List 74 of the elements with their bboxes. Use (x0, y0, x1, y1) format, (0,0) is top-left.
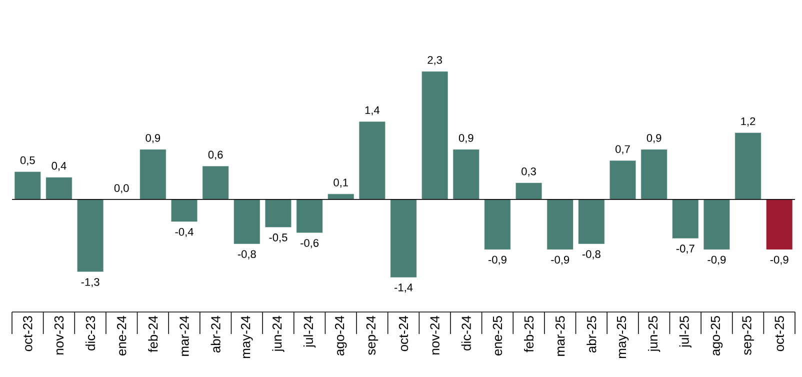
x-tick-label: jul-24 (303, 316, 316, 348)
data-label: -0,5 (269, 234, 288, 243)
bar (766, 199, 793, 250)
x-tick-label: jun-24 (272, 316, 284, 352)
data-label: 0,5 (20, 156, 35, 166)
data-label: 0,4 (52, 162, 66, 172)
data-label: 0,7 (616, 145, 630, 154)
data-label: 0,3 (522, 167, 536, 177)
data-label: -0,7 (676, 244, 694, 254)
bar (672, 199, 699, 239)
bar (703, 199, 730, 250)
data-label: -0,4 (175, 228, 194, 238)
x-tick-label: abr-25 (586, 316, 596, 353)
bar (515, 182, 542, 200)
data-label: 1,4 (365, 106, 380, 116)
bar (609, 160, 636, 200)
x-tick-label: oct-25 (774, 316, 784, 352)
data-label: -0,6 (300, 239, 319, 248)
x-tick-label: nov-23 (54, 316, 64, 354)
bar (234, 199, 260, 244)
x-tick-label: abr-24 (210, 316, 220, 353)
bar (46, 177, 72, 200)
x-tick-label: may-25 (616, 316, 629, 358)
x-tick-label: mar-25 (556, 316, 565, 356)
data-label: -0,9 (488, 256, 506, 265)
bar (358, 121, 386, 200)
bar (422, 71, 448, 200)
data-label: -1,4 (394, 284, 413, 293)
x-tick-label: sep-25 (742, 316, 754, 355)
bar (328, 194, 354, 200)
bar (484, 199, 511, 250)
bar (170, 199, 198, 222)
x-tick-label: ene-25 (492, 316, 502, 356)
data-label: -0,9 (551, 256, 570, 265)
x-tick-label: ene-24 (117, 316, 126, 356)
data-label: 0,9 (146, 134, 160, 144)
x-tick-label: ago-25 (710, 316, 723, 356)
x-tick-label: oct-23 (23, 316, 32, 352)
bar (734, 132, 762, 200)
data-label: 0,9 (458, 134, 474, 144)
x-tick-label: feb-24 (148, 316, 158, 352)
data-label: -1,3 (81, 278, 100, 288)
data-label: 0,0 (114, 184, 129, 194)
x-tick-label: jul-25 (679, 316, 692, 348)
x-tick-label: ago-24 (334, 316, 347, 356)
bar (546, 199, 574, 250)
bar (452, 149, 480, 200)
data-label: -0,8 (582, 250, 600, 260)
data-label: -0,9 (708, 256, 726, 265)
x-tick-label: may-24 (241, 316, 253, 358)
x-tick-label: oct-24 (398, 316, 408, 352)
bar (640, 149, 668, 200)
x-tick-label: dic-23 (86, 316, 96, 350)
data-label: -0,8 (238, 250, 256, 260)
bar (140, 149, 166, 200)
data-label: 0,1 (334, 178, 348, 188)
bar (77, 199, 104, 272)
bar (296, 199, 323, 234)
bar (202, 166, 229, 200)
x-tick-label: mar-24 (180, 316, 189, 356)
data-label: -0,9 (770, 256, 788, 265)
x-tick-label: sep-24 (366, 316, 378, 355)
bar (264, 199, 292, 228)
bar (578, 199, 605, 244)
data-label: 0,9 (646, 134, 662, 144)
x-tick-label: dic-24 (461, 316, 471, 350)
bar (14, 171, 41, 200)
bar (390, 199, 417, 278)
data-label: 2,3 (428, 56, 442, 66)
x-tick-label: nov-24 (430, 316, 440, 354)
data-label: 0,6 (208, 150, 223, 160)
data-label: 1,2 (741, 117, 756, 126)
x-tick-label: feb-25 (524, 316, 534, 352)
x-tick-label: jun-25 (648, 316, 660, 352)
